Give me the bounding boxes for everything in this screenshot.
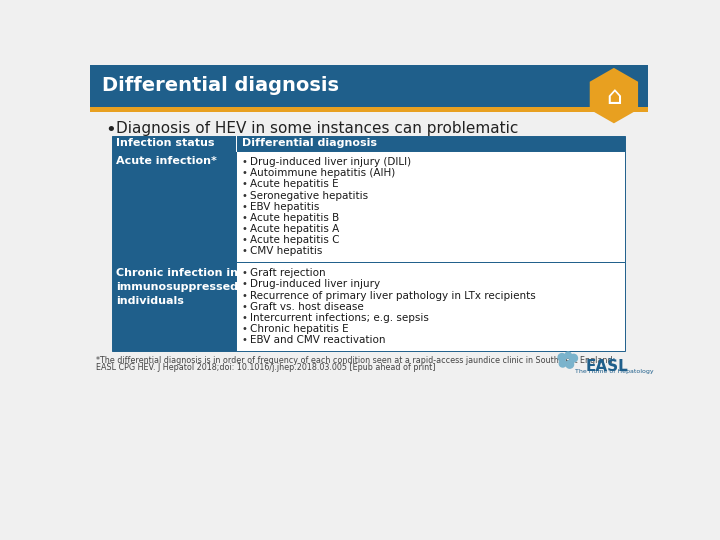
Text: Acute hepatitis A: Acute hepatitis A: [250, 224, 339, 234]
Text: EASL CPG HEV. J Hepatol 2018;doi: 10.1016/j.jhep.2018.03.005 [Epub ahead of prin: EASL CPG HEV. J Hepatol 2018;doi: 10.101…: [96, 363, 436, 372]
Circle shape: [570, 354, 577, 362]
Text: EBV and CMV reactivation: EBV and CMV reactivation: [250, 335, 385, 345]
Text: •: •: [242, 313, 248, 323]
FancyBboxPatch shape: [90, 65, 648, 107]
Circle shape: [566, 361, 574, 368]
Text: Diagnosis of HEV in some instances can problematic: Diagnosis of HEV in some instances can p…: [117, 121, 518, 136]
Text: Differential diagnosis: Differential diagnosis: [242, 138, 377, 149]
FancyBboxPatch shape: [112, 151, 235, 262]
Text: •: •: [242, 235, 248, 245]
Text: CMV hepatitis: CMV hepatitis: [250, 246, 322, 256]
Text: •: •: [242, 157, 248, 167]
Text: Intercurrent infections; e.g. sepsis: Intercurrent infections; e.g. sepsis: [250, 313, 428, 323]
Text: The Home of Hepatology: The Home of Hepatology: [575, 369, 654, 374]
FancyBboxPatch shape: [90, 107, 648, 112]
Text: TM: TM: [607, 358, 615, 363]
Text: *The differential diagnosis is in order of frequency of each condition seen at a: *The differential diagnosis is in order …: [96, 356, 613, 365]
Text: •: •: [242, 179, 248, 190]
Text: Acute hepatitis C: Acute hepatitis C: [250, 235, 339, 245]
Text: Graft vs. host disease: Graft vs. host disease: [250, 302, 364, 312]
Circle shape: [559, 360, 566, 367]
Text: •: •: [242, 224, 248, 234]
FancyBboxPatch shape: [235, 262, 625, 351]
Text: •: •: [242, 324, 248, 334]
Text: Chronic infection in
immunosuppressed
individuals: Chronic infection in immunosuppressed in…: [117, 268, 238, 306]
Text: •: •: [242, 246, 248, 256]
Text: Acute infection*: Acute infection*: [117, 157, 217, 166]
Text: •: •: [242, 268, 248, 278]
Text: •: •: [242, 168, 248, 178]
FancyBboxPatch shape: [112, 262, 235, 351]
Text: Acute hepatitis B: Acute hepatitis B: [250, 213, 339, 223]
Text: •: •: [242, 302, 248, 312]
Text: •: •: [242, 279, 248, 289]
Text: Differential diagnosis: Differential diagnosis: [102, 77, 339, 96]
Text: •: •: [242, 335, 248, 345]
Text: Recurrence of primary liver pathology in LTx recipients: Recurrence of primary liver pathology in…: [250, 291, 536, 301]
Text: Autoimmune hepatitis (AIH): Autoimmune hepatitis (AIH): [250, 168, 395, 178]
Circle shape: [565, 352, 571, 358]
Text: •: •: [106, 121, 116, 139]
Text: Infection status: Infection status: [117, 138, 215, 149]
Text: Drug-induced liver injury: Drug-induced liver injury: [250, 279, 379, 289]
Circle shape: [558, 354, 566, 361]
Text: Chronic hepatitis E: Chronic hepatitis E: [250, 324, 348, 334]
Text: Graft rejection: Graft rejection: [250, 268, 325, 278]
Text: •: •: [242, 213, 248, 223]
Text: Drug-induced liver injury (DILI): Drug-induced liver injury (DILI): [250, 157, 411, 167]
Text: Seronegative hepatitis: Seronegative hepatitis: [250, 191, 368, 200]
Text: •: •: [242, 191, 248, 200]
FancyBboxPatch shape: [235, 151, 625, 262]
Text: •: •: [242, 201, 248, 212]
Polygon shape: [590, 68, 638, 123]
Text: Acute hepatitis E: Acute hepatitis E: [250, 179, 338, 190]
Text: •: •: [242, 291, 248, 301]
Text: EASL: EASL: [585, 359, 628, 374]
Text: EBV hepatitis: EBV hepatitis: [250, 201, 319, 212]
Text: ⌂: ⌂: [606, 85, 622, 109]
FancyBboxPatch shape: [112, 136, 625, 151]
